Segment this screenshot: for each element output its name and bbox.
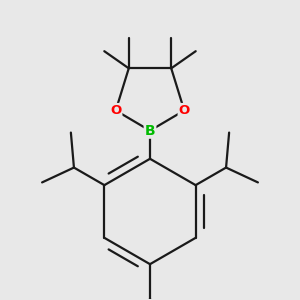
Text: B: B bbox=[145, 124, 155, 138]
Text: O: O bbox=[178, 104, 190, 117]
Text: O: O bbox=[110, 104, 122, 117]
